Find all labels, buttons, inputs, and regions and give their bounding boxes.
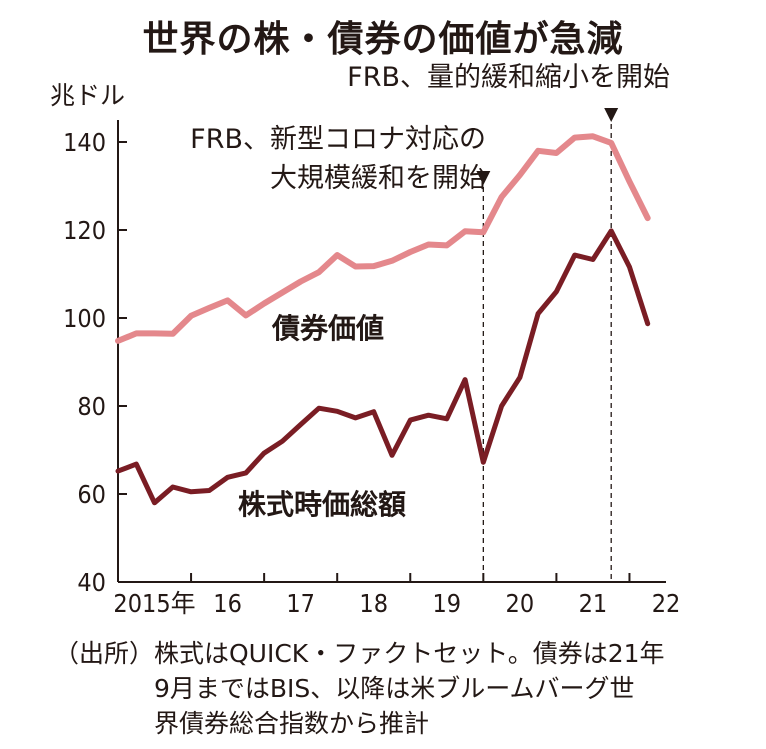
x-tick-label: 18	[359, 589, 388, 618]
y-axis-label: 兆ドル	[50, 81, 125, 110]
y-tick-label: 60	[77, 480, 106, 509]
source-line-3: 界債券総合指数から推計	[154, 709, 430, 738]
event-annotation: FRB、新型コロナ対応の	[190, 124, 486, 155]
x-tick-label: 17	[286, 589, 315, 618]
event-arrow-icon	[604, 108, 619, 122]
series-lines	[115, 133, 651, 506]
line-chart: 40 60 80 100 120 140 2015年 16 17 18 19 20 21 22 FRB、新…	[50, 62, 680, 618]
y-tick-label: 40	[77, 568, 106, 597]
event-annotation: FRB、量的緩和縮小を開始	[347, 62, 670, 93]
chart-title: 世界の株・債券の価値が急減	[142, 19, 624, 60]
x-tick-label: 16	[213, 589, 242, 618]
y-tick-label: 140	[63, 128, 106, 157]
x-tick-label: 20	[506, 589, 535, 618]
y-tick-label: 100	[63, 304, 106, 333]
series-line-stocks	[115, 228, 651, 506]
source-line-2: 9月まではBIS、以降は米ブルームバーグ世	[154, 674, 635, 703]
series-line-bonds	[115, 133, 651, 344]
event-annotation: 大規模緩和を開始	[270, 163, 486, 194]
event-markers	[476, 108, 619, 582]
event-arrow-icon	[476, 171, 491, 185]
x-tick-label: 22	[652, 589, 681, 618]
series-label-bonds: 債券価値	[271, 312, 384, 345]
source-line-1: （出所）株式はQUICK・ファクトセット。債券は21年	[54, 639, 665, 668]
y-tick-label: 120	[63, 216, 106, 245]
y-tick-label: 80	[77, 392, 106, 421]
x-tick-label: 19	[432, 589, 461, 618]
axes: 40 60 80 100 120 140 2015年 16 17 18 19 20 21 22	[63, 120, 680, 618]
x-tick-label: 2015年	[113, 589, 195, 618]
series-label-stocks: 株式時価総額	[238, 488, 406, 521]
source-note: （出所）株式はQUICK・ファクトセット。債券は21年 9月まではBIS、以降は…	[54, 636, 754, 741]
x-tick-label: 21	[579, 589, 608, 618]
